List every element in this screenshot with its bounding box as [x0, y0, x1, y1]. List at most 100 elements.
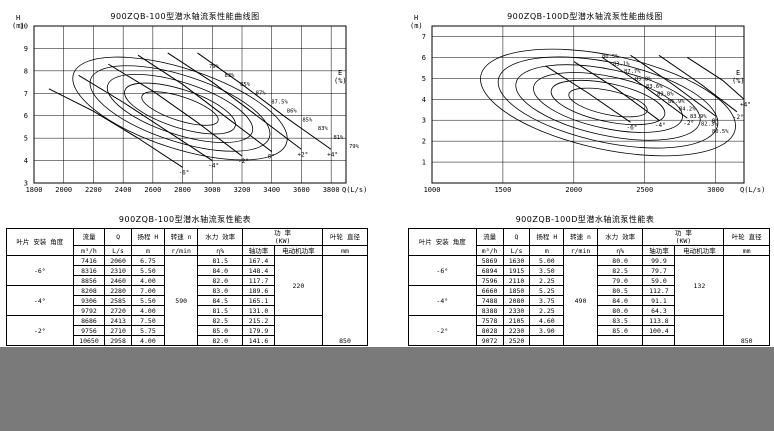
m3h-cell: 8856 — [72, 275, 106, 286]
m3h-cell: 9306 — [72, 295, 106, 306]
flow-header: 流量 — [475, 228, 504, 246]
ls-cell: 2110 — [502, 275, 531, 286]
m3h-cell: 8316 — [72, 265, 106, 276]
x-tick-label: 1500 — [494, 186, 511, 194]
table-row: 9792 2720 4.00 81.5 131.0 — [7, 305, 368, 316]
m3h-cell: 8208 — [72, 285, 106, 296]
eff-cell: 81.5 — [197, 305, 244, 316]
x-tick-label: 2800 — [174, 186, 191, 194]
motor-power-header: 电动机功率 — [273, 245, 324, 256]
h-cell: 5.75 — [130, 325, 166, 336]
efficiency-label: 85% — [302, 117, 313, 123]
series-line — [601, 56, 688, 119]
m3h-cell: 8686 — [72, 315, 106, 326]
speed-cell: 490 — [563, 255, 598, 346]
shaft-cell: 64.3 — [642, 305, 676, 316]
series-line — [545, 65, 631, 123]
m3h-cell: 8388 — [475, 305, 504, 316]
y-axis-label: H — [414, 14, 418, 22]
efficiency-label: 85% — [240, 82, 251, 88]
shaft-power-header: 轴功率 — [642, 245, 676, 256]
efficiency-label: 83% — [225, 73, 236, 79]
angle-cell: -4° — [408, 285, 477, 316]
h-cell: 5.00 — [529, 255, 565, 266]
shaft-cell: 59.0 — [642, 275, 676, 286]
efficiency-label: 87.7% — [624, 69, 641, 75]
h-cell: 5.50 — [130, 265, 166, 276]
plot-frame — [431, 25, 745, 184]
efficiency-label: 87.5% — [271, 100, 288, 106]
speed-cell: 590 — [164, 255, 199, 346]
m3h-cell: 7416 — [72, 255, 106, 266]
efficiency-contour — [106, 73, 254, 144]
table-row: -6° 7416 2060 6.75 590 81.5 167.4 220 850 — [6, 255, 368, 346]
series-line — [137, 54, 273, 152]
performance-table-1: 叶片 安装 角度 流量 Q 扬程 H 转速 n 水力 效率 功 率 (KW) 叶轮… — [6, 228, 368, 346]
h-cell: 7.00 — [130, 285, 166, 296]
shaft-cell: 117.7 — [242, 275, 275, 286]
shaft-power-header: 轴功率 — [242, 245, 275, 256]
table-row: 8388 2330 2.25 80.0 64.3 — [409, 305, 770, 316]
flow-header: 流量 — [72, 228, 106, 246]
shaft-cell: 99.9 — [642, 255, 676, 266]
ls-cell: 2310 — [104, 265, 132, 276]
unit-m: m — [529, 245, 565, 256]
h-cell: 4.60 — [529, 315, 565, 326]
series-label: -4° — [208, 163, 219, 170]
m3h-cell: 5869 — [475, 255, 504, 266]
speed-header: 转速 n — [164, 228, 199, 246]
table-row: 7596 2110 2.25 79.0 59.0 — [409, 275, 770, 286]
ls-cell: 2060 — [104, 255, 132, 266]
motor-power-cell: 132 — [674, 255, 725, 316]
shaft-cell: 91.1 — [642, 295, 676, 306]
efficiency-contour — [72, 56, 288, 161]
m3h-cell: 6894 — [475, 265, 504, 276]
y-tick-label: 1 — [422, 159, 426, 167]
m3h-cell: 8028 — [475, 325, 504, 336]
ls-cell: 2720 — [104, 305, 132, 316]
unit-eff: η% — [197, 245, 244, 256]
h-cell: 4.00 — [130, 275, 166, 286]
efficiency-header: 水力 效率 — [197, 228, 244, 246]
eff-cell: 82.5 — [197, 315, 244, 326]
efficiency-axis-label: E — [338, 69, 342, 77]
efficiency-axis-label: E — [736, 69, 740, 77]
x-axis-label: Q(L/s) — [740, 186, 765, 194]
m3h-cell: 7488 — [475, 295, 504, 306]
y-axis-unit: (m) — [410, 22, 423, 30]
efficiency-label: 87% — [256, 91, 267, 97]
eff-cell: 81.5 — [197, 255, 244, 266]
y-tick-label: 7 — [24, 90, 28, 98]
series-line — [630, 54, 716, 117]
shaft-cell: 215.2 — [242, 315, 275, 326]
angle-header: 叶片 安装 角度 — [408, 228, 477, 256]
unit-rpm: r/min — [164, 245, 199, 256]
power-header: 功 率 (KW) — [242, 228, 324, 246]
efficiency-axis-unit: (%) — [732, 77, 745, 85]
efficiency-contour — [533, 72, 683, 133]
m3h-cell: 7578 — [475, 315, 504, 326]
h-cell — [529, 335, 565, 346]
y-tick-label: 4 — [24, 157, 28, 165]
series-label: +4° — [327, 151, 338, 158]
x-tick-label: 2400 — [115, 186, 132, 194]
chart-1-title: 900ZQB-100型潜水轴流泵性能曲线图 — [110, 12, 260, 21]
eff-cell: 79.0 — [596, 275, 644, 286]
shaft-cell: 131.0 — [242, 305, 275, 316]
chart-2-title: 900ZQB-100D型潜水轴流泵性能曲线图 — [507, 12, 663, 21]
series-line — [197, 52, 332, 150]
h-cell: 2.25 — [529, 275, 565, 286]
series-label: -2° — [683, 120, 694, 127]
shaft-cell: 79.7 — [642, 265, 676, 276]
series-label: -6° — [179, 169, 190, 176]
diameter-cell: 850 — [322, 255, 368, 346]
table-1-title: 900ZQB-100型潜水轴流泵性能表 — [118, 215, 252, 224]
x-tick-label: 2500 — [636, 186, 653, 194]
redaction-band — [0, 347, 774, 431]
y-tick-label: 8 — [24, 67, 28, 75]
ls-cell: 2520 — [502, 335, 531, 346]
efficiency-label: 83.1% — [613, 62, 630, 68]
y-axis-label: H — [16, 14, 20, 22]
y-tick-label: 9 — [24, 45, 28, 53]
shaft-cell — [642, 335, 676, 346]
